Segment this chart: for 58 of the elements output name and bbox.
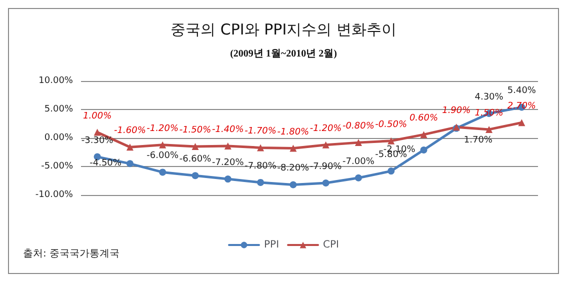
point xyxy=(257,178,264,186)
point xyxy=(224,142,232,150)
data-label: -6.60% xyxy=(179,154,212,165)
y-tick-label: -5.00% xyxy=(41,162,74,172)
chart-subtitle: (2009년 1월~2010년 2월) xyxy=(230,48,337,60)
data-label: -1.40% xyxy=(212,124,244,135)
point xyxy=(322,141,330,148)
y-tick-label: -10.00% xyxy=(35,190,74,200)
point xyxy=(354,174,362,182)
data-label: -1.60% xyxy=(114,126,146,136)
y-tick-label: 10.00% xyxy=(38,76,74,86)
point xyxy=(94,128,101,136)
data-label: -1.50% xyxy=(179,126,212,136)
point xyxy=(290,144,297,152)
y-tick-label: 5.00% xyxy=(44,104,74,114)
data-label: -1.20% xyxy=(310,124,342,134)
point xyxy=(192,172,199,180)
legend-label: PPI xyxy=(264,240,280,250)
data-label: 1.00% xyxy=(83,111,112,122)
y-tick-label: 0.00% xyxy=(44,133,74,143)
point xyxy=(420,131,428,138)
data-label: -5.80% xyxy=(375,150,408,160)
data-label: -7.80% xyxy=(244,161,277,172)
chart-title: 중국의 CPI와 PPI지수의 변화추이 xyxy=(170,20,396,38)
data-label: -6.00% xyxy=(146,151,179,162)
point xyxy=(486,126,493,133)
point xyxy=(354,139,362,146)
data-label: 1.90% xyxy=(442,106,471,116)
data-label: -1.80% xyxy=(277,127,310,138)
point xyxy=(257,144,264,152)
legend-label: CPI xyxy=(323,240,339,250)
point xyxy=(159,141,166,148)
point xyxy=(192,143,199,150)
point xyxy=(322,180,330,187)
data-label: -3.30% xyxy=(81,136,114,146)
source-note: 출처: 중국국가통계국 xyxy=(23,248,120,260)
data-label: -1.20% xyxy=(146,124,179,134)
data-label: 5.40% xyxy=(507,86,536,96)
data-label: -4.50% xyxy=(90,158,122,169)
point xyxy=(159,168,166,176)
point xyxy=(126,160,134,168)
data-label: 0.60% xyxy=(409,114,438,124)
data-label: -7.90% xyxy=(310,162,342,172)
data-label: -7.00% xyxy=(342,156,375,167)
point xyxy=(126,144,134,151)
point xyxy=(224,176,232,183)
point xyxy=(420,146,428,154)
point xyxy=(388,137,395,144)
data-label: -0.50% xyxy=(375,120,408,130)
data-label: 1.70% xyxy=(464,135,493,146)
point xyxy=(518,119,526,126)
point xyxy=(388,168,395,175)
data-label: -8.20% xyxy=(277,164,310,174)
data-label: -0.80% xyxy=(342,122,374,132)
data-label: -1.70% xyxy=(244,126,276,137)
point xyxy=(290,181,297,188)
data-label: -7.20% xyxy=(212,158,244,168)
data-label: 4.30% xyxy=(474,92,504,102)
